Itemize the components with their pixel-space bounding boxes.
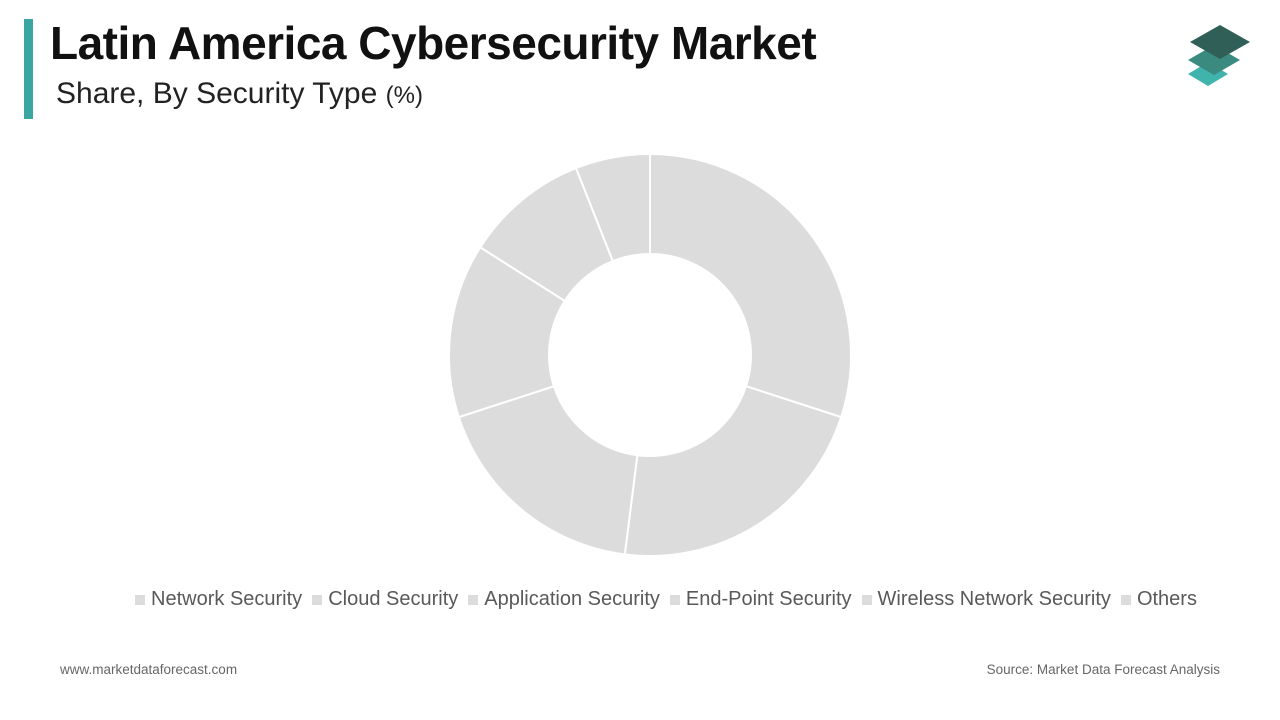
legend-swatch <box>468 594 479 605</box>
legend-label: Wireless Network Security <box>877 588 1111 610</box>
subtitle-unit: (%) <box>385 82 423 109</box>
legend-swatch <box>1120 594 1131 605</box>
legend-item-wireless-network-security: Wireless Network Security <box>861 588 1111 611</box>
donut-slice-network-security <box>649 152 852 419</box>
legend-swatch <box>861 594 872 605</box>
legend-label: Cloud Security <box>328 588 459 610</box>
subtitle-text: Share, By Security Type <box>56 77 378 110</box>
chart-title: Latin America Cybersecurity Market <box>50 17 817 69</box>
website-url: www.marketdataforecast.com <box>60 662 238 677</box>
donut-slice-cloud-security <box>623 384 843 557</box>
legend-item-end-point-security: End-Point Security <box>669 588 852 611</box>
donut-slice-others <box>574 152 651 263</box>
legend-label: End-Point Security <box>685 588 852 610</box>
legend-swatch <box>135 594 146 605</box>
legend-item-cloud-security: Cloud Security <box>312 588 458 611</box>
donut-chart <box>448 152 852 557</box>
legend-swatch <box>312 594 323 605</box>
legend-item-others: Others <box>1120 588 1197 611</box>
legend-item-network-security: Network Security <box>135 588 302 611</box>
legend-label: Network Security <box>151 588 303 610</box>
title-accent-bar <box>24 19 33 119</box>
source-note: Source: Market Data Forecast Analysis <box>986 662 1220 677</box>
logo-layer-top <box>1190 25 1250 59</box>
legend-label: Application Security <box>484 588 660 610</box>
legend-label: Others <box>1136 588 1197 610</box>
legend-item-application-security: Application Security <box>468 588 660 611</box>
chart-legend: Network Security Cloud Security Applicatio… <box>0 588 1280 611</box>
stacked-layers-logo-icon <box>1188 25 1250 86</box>
chart-subtitle: Share, By Security Type (%) <box>56 77 423 111</box>
donut-slice-application-security <box>457 384 639 556</box>
legend-swatch <box>669 594 680 605</box>
